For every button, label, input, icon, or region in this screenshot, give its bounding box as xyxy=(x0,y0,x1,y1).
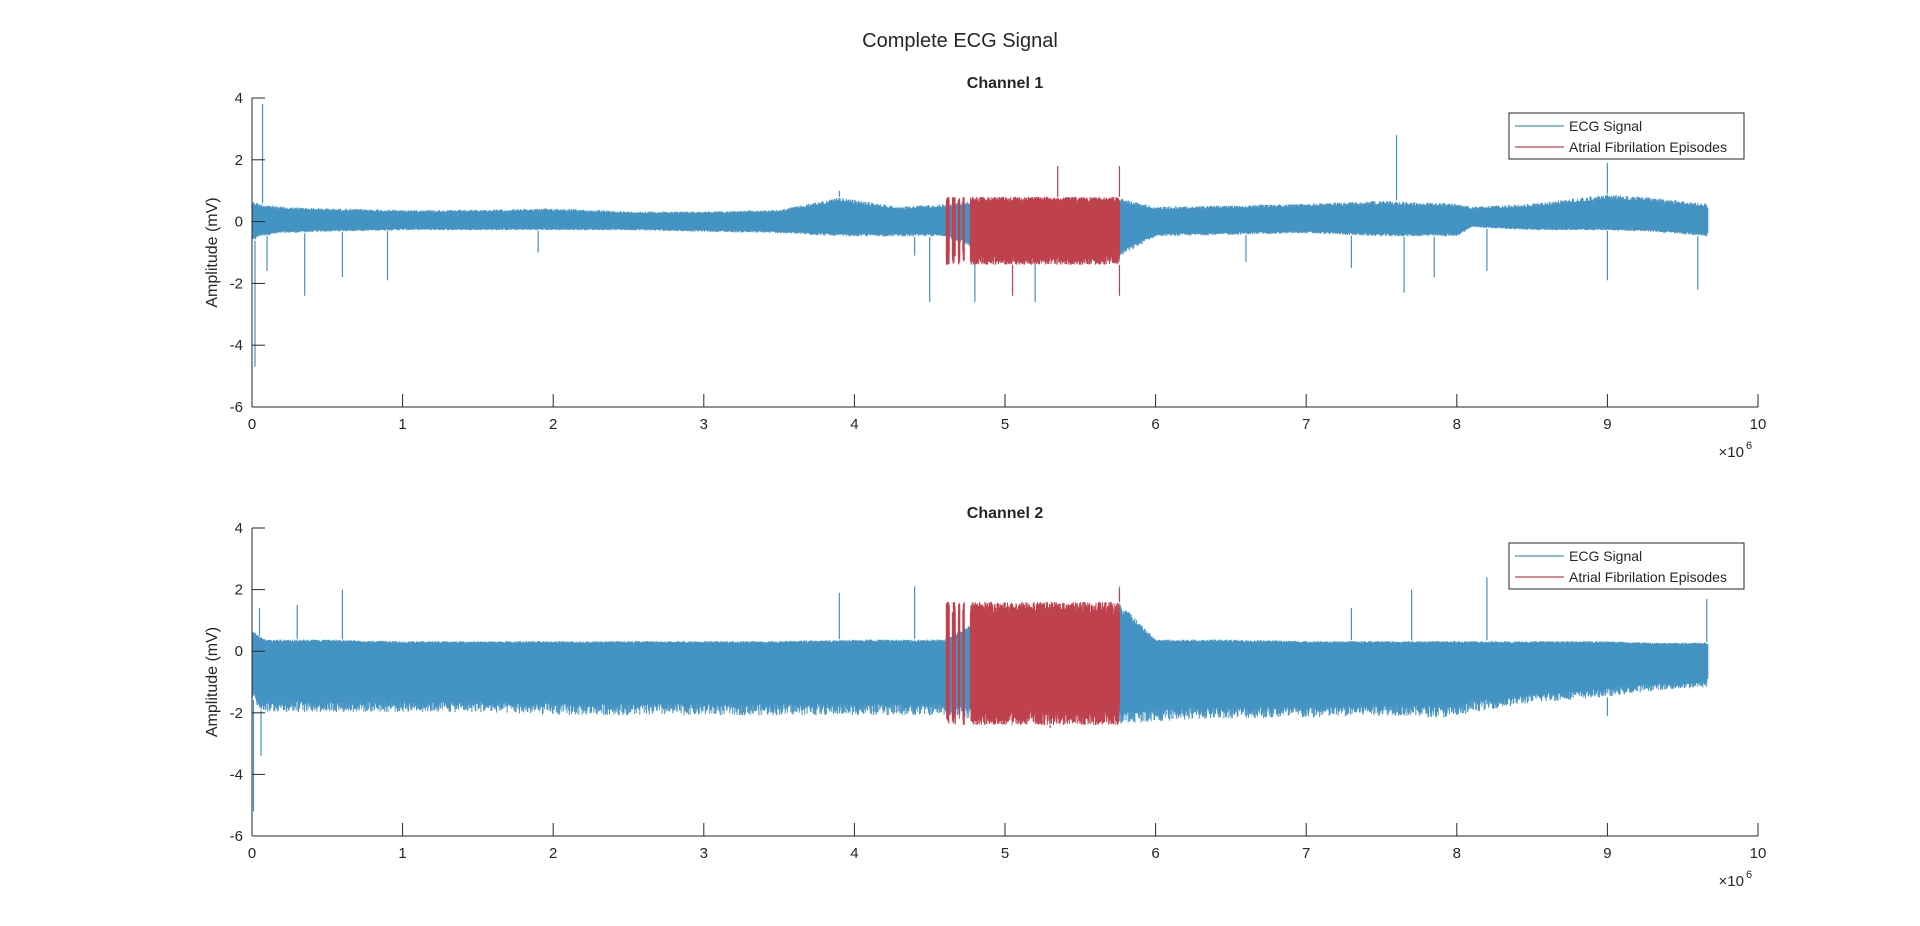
legend: ECG Signal Atrial Fibrilation Episodes xyxy=(1508,112,1745,160)
legend: ECG Signal Atrial Fibrilation Episodes xyxy=(1508,542,1745,590)
x-tick-label: 1 xyxy=(398,416,406,433)
x-exponent-label: ×10 xyxy=(1719,444,1744,461)
x-tick-label: 0 xyxy=(248,416,256,433)
x-tick-label: 6 xyxy=(1151,416,1159,433)
legend-box xyxy=(1508,542,1745,590)
x-tick-label: 7 xyxy=(1302,845,1310,862)
y-tick-label: -6 xyxy=(230,828,243,845)
subplot-title: Channel 2 xyxy=(967,505,1044,522)
x-tick-label: 10 xyxy=(1750,416,1767,433)
legend-box xyxy=(1508,112,1745,160)
x-tick-label: 8 xyxy=(1453,845,1461,862)
legend-af-label: Atrial Fibrilation Episodes xyxy=(1569,569,1727,585)
y-tick-label: -2 xyxy=(230,275,243,292)
x-tick-label: 5 xyxy=(1001,416,1009,433)
legend-af-label: Atrial Fibrilation Episodes xyxy=(1569,139,1727,155)
af-episode-series xyxy=(945,197,950,265)
af-episode-series xyxy=(951,602,956,725)
y-tick-label: -2 xyxy=(230,705,243,722)
data-layer xyxy=(252,577,1709,812)
x-exponent-power: 6 xyxy=(1746,869,1752,881)
x-tick-label: 1 xyxy=(398,845,406,862)
x-tick-label: 5 xyxy=(1001,845,1009,862)
y-tick-label: -6 xyxy=(230,399,243,416)
af-episode-series xyxy=(962,196,965,262)
af-episode-series xyxy=(957,602,961,719)
y-tick-label: -4 xyxy=(230,766,243,783)
af-episode-series xyxy=(957,198,961,265)
x-tick-label: 2 xyxy=(549,845,557,862)
x-tick-label: 4 xyxy=(850,416,858,433)
x-tick-label: 9 xyxy=(1603,416,1611,433)
legend-ecg-label: ECG Signal xyxy=(1569,118,1642,134)
af-episode-series xyxy=(951,197,956,264)
x-tick-label: 6 xyxy=(1151,845,1159,862)
x-tick-label: 10 xyxy=(1750,845,1767,862)
x-tick-label: 2 xyxy=(549,416,557,433)
y-tick-label: 4 xyxy=(235,90,243,107)
af-episode-core xyxy=(970,203,1120,255)
y-axis-label: Amplitude (mV) xyxy=(204,197,221,307)
y-tick-label: 0 xyxy=(235,643,243,660)
af-episode-series xyxy=(962,602,965,725)
y-tick-label: 0 xyxy=(235,214,243,231)
data-layer xyxy=(252,104,1709,367)
y-tick-label: 2 xyxy=(235,152,243,169)
x-tick-label: 3 xyxy=(700,416,708,433)
af-episode-core xyxy=(970,614,1120,707)
figure-title: Complete ECG Signal xyxy=(862,30,1058,52)
x-tick-label: 4 xyxy=(850,845,858,862)
x-tick-label: 7 xyxy=(1302,416,1310,433)
af-episode-series xyxy=(945,602,950,724)
x-exponent-label: ×10 xyxy=(1719,873,1744,890)
x-exponent-power: 6 xyxy=(1746,440,1752,452)
x-tick-label: 0 xyxy=(248,845,256,862)
x-tick-label: 8 xyxy=(1453,416,1461,433)
subplot-title: Channel 1 xyxy=(967,75,1044,92)
y-tick-label: -4 xyxy=(230,337,243,354)
y-tick-label: 4 xyxy=(235,520,243,537)
ecg-signal-core xyxy=(252,615,1709,707)
x-tick-label: 9 xyxy=(1603,845,1611,862)
y-axis-label: Amplitude (mV) xyxy=(204,627,221,737)
x-tick-label: 3 xyxy=(700,845,708,862)
legend-ecg-label: ECG Signal xyxy=(1569,548,1642,564)
y-tick-label: 2 xyxy=(235,582,243,599)
ecg-signal-core xyxy=(252,200,1709,248)
